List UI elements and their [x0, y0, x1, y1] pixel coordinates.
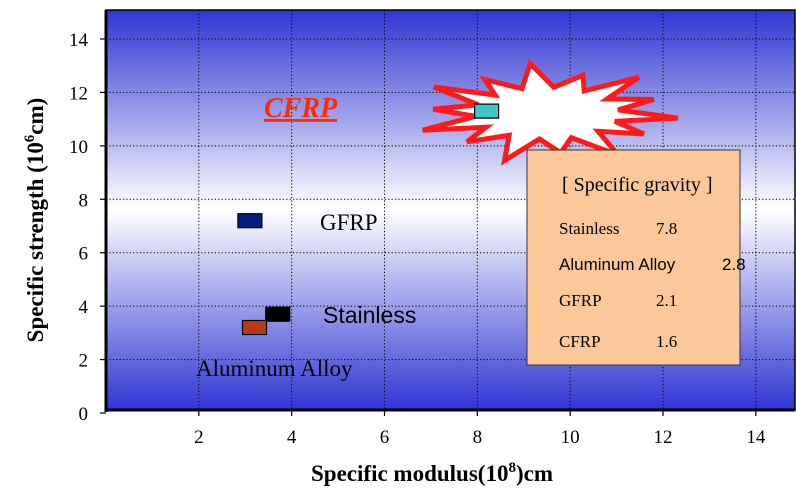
x-axis-title: Specific modulus(108)cm [311, 460, 553, 486]
y-tick-label: 8 [79, 190, 89, 211]
x-tick-label: 6 [380, 427, 390, 448]
legend-box [526, 149, 741, 366]
legend-row-name: CFRP [559, 332, 601, 351]
x-tick-label: 12 [654, 427, 673, 448]
y-tick-label: 0 [79, 404, 89, 425]
legend-row-name: Stainless [559, 219, 619, 238]
x-tick-label: 10 [561, 427, 580, 448]
y-tick-label: 4 [79, 297, 89, 318]
marker-stainless [265, 306, 291, 322]
legend-row-value: 2.1 [656, 291, 677, 310]
stainless-label: Stainless [323, 302, 416, 328]
legend-row-value: 7.8 [656, 219, 677, 238]
legend-row-value: 1.6 [656, 332, 677, 351]
legend-row-name: GFRP [559, 291, 602, 310]
data-points [237, 103, 500, 336]
cfrp-label: CFRP [264, 93, 338, 124]
gridlines [106, 10, 795, 410]
y-tick-label: 10 [69, 137, 88, 158]
legend: [ Specific gravity ] Stainless 7.8 Alumi… [526, 149, 746, 366]
y-tick-label: 2 [79, 351, 89, 372]
legend-row-value: 2.8 [722, 255, 746, 274]
x-tick-labels: 2 4 6 8 10 12 14 [194, 427, 766, 448]
marker-aluminum-alloy [241, 319, 268, 336]
marker-gfrp [237, 213, 263, 229]
axes [100, 9, 796, 416]
gfrp-label: GFRP [320, 210, 378, 235]
legend-title: [ Specific gravity ] [562, 174, 713, 196]
legend-row-name: Aluminum Alloy [559, 255, 676, 274]
cfrp-highlight-burst [421, 58, 679, 166]
x-tick-label: 8 [473, 427, 483, 448]
y-tick-label: 6 [79, 244, 89, 265]
y-axis-title: Specific strength (106cm) [22, 98, 48, 343]
y-tick-labels: 0 2 4 6 8 10 12 14 [69, 30, 89, 425]
x-tick-label: 4 [287, 427, 297, 448]
aluminum-alloy-label: Aluminum Alloy [196, 356, 353, 381]
y-tick-label: 14 [69, 30, 89, 51]
x-tick-label: 2 [194, 427, 204, 448]
y-tick-label: 12 [69, 83, 88, 104]
marker-cfrp [474, 103, 500, 119]
x-tick-label: 14 [746, 427, 766, 448]
